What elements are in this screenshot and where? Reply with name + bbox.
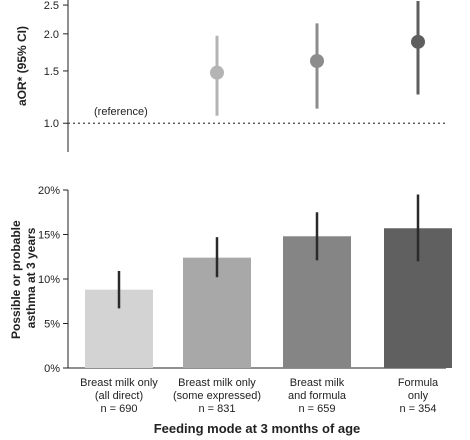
- prevalence-tick-label: 0%: [44, 363, 60, 375]
- category-label-line: n = 831: [198, 403, 235, 415]
- aor-point: [411, 34, 425, 49]
- category-label-line: Breast milk: [290, 377, 345, 389]
- prevalence-y-axis-label-line-2: asthma at 3 years: [24, 227, 38, 328]
- aor-tick-label: 1.5: [44, 66, 59, 78]
- aor-tick-label: 2.5: [44, 0, 59, 12]
- prevalence-tick-label: 5%: [44, 319, 60, 331]
- prevalence-tick-label: 15%: [38, 230, 60, 242]
- reference-label: (reference): [94, 106, 148, 118]
- category-label-line: Formula: [398, 377, 439, 389]
- prevalence-tick-label: 20%: [38, 185, 60, 197]
- category-label-line: n = 354: [399, 403, 436, 415]
- aor-tick-label: 2.0: [44, 29, 59, 41]
- aor-point: [310, 54, 324, 69]
- category-label-line: Breast milk only: [178, 377, 256, 389]
- category-label-line: n = 690: [100, 403, 137, 415]
- category-label-line: only: [408, 390, 429, 402]
- category-label-line: and formula: [288, 390, 347, 402]
- aor-y-ticks: 1.0 1.5 2.0 2.5: [44, 0, 68, 130]
- prevalence-y-axis-label: Possible or probable asthma at 3 years: [9, 217, 38, 339]
- aor-y-axis-label: aOR* (95% CI): [15, 26, 29, 106]
- aor-point: [210, 65, 224, 80]
- category-label: Breast milk only (all direct) n = 690: [80, 377, 158, 415]
- prevalence-tick-label: 10%: [38, 274, 60, 286]
- category-label-line: Breast milk only: [80, 377, 158, 389]
- aor-tick-label: 1.0: [44, 118, 59, 130]
- category-label-line: (all direct): [95, 390, 143, 402]
- category-label: Breast milk only (some expressed) n = 831: [173, 377, 261, 415]
- category-labels: Breast milk only (all direct) n = 690Breas…: [80, 377, 439, 415]
- aor-points: [210, 0, 425, 116]
- aor-panel: 1.0 1.5 2.0 2.5 (reference) aOR* (95% CI): [15, 0, 446, 152]
- category-label-line: n = 659: [298, 403, 335, 415]
- category-label: Formula only n = 354: [398, 377, 439, 415]
- category-label-line: (some expressed): [173, 390, 261, 402]
- prevalence-bars: [85, 194, 452, 368]
- prevalence-y-ticks: 0% 5% 10% 15% 20%: [38, 185, 68, 375]
- prevalence-y-axis-label-line-1: Possible or probable: [9, 220, 23, 339]
- x-axis-title: Feeding mode at 3 months of age: [154, 421, 361, 436]
- category-label: Breast milk and formula n = 659: [288, 377, 347, 415]
- prevalence-panel: 0%5%10%15%20% Breast milk only (all direc…: [9, 185, 452, 436]
